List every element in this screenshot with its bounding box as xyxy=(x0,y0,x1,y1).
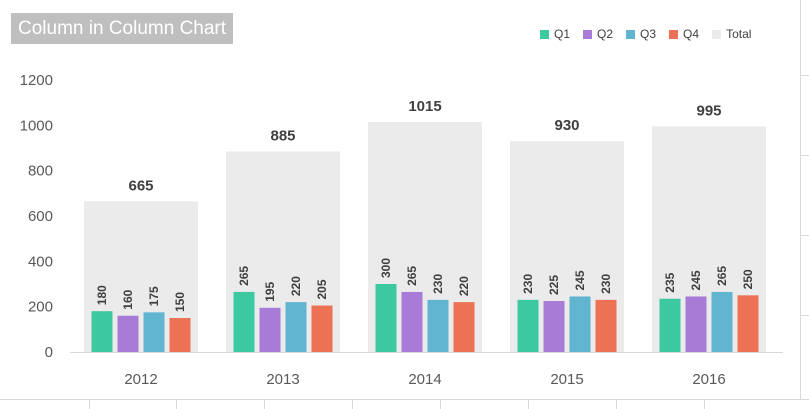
y-tick-label: 600 xyxy=(28,208,53,225)
y-tick-label: 400 xyxy=(28,253,53,270)
y-tick-label: 1000 xyxy=(20,117,53,134)
x-tick-label: 2012 xyxy=(124,371,157,388)
quarter-data-label: 300 xyxy=(379,258,393,278)
legend-item[interactable]: Q4 xyxy=(669,27,699,41)
quarter-bar[interactable] xyxy=(375,284,397,352)
quarter-bar[interactable] xyxy=(659,298,681,352)
legend-label: Total xyxy=(726,27,752,41)
quarter-data-label: 175 xyxy=(147,286,161,306)
quarter-data-label: 220 xyxy=(457,276,471,296)
legend-label: Q4 xyxy=(683,27,700,41)
quarter-bar[interactable] xyxy=(285,302,307,352)
quarter-bar[interactable] xyxy=(143,312,165,352)
quarter-bar[interactable] xyxy=(737,295,759,352)
legend-label: Q2 xyxy=(597,27,614,41)
y-tick-label: 1200 xyxy=(20,72,53,89)
x-tick-label: 2014 xyxy=(408,371,441,388)
quarter-data-label: 235 xyxy=(663,272,677,292)
total-data-label: 995 xyxy=(696,102,721,119)
legend-label: Q1 xyxy=(554,27,571,41)
quarter-bar[interactable] xyxy=(543,301,565,352)
total-data-label: 930 xyxy=(554,117,579,134)
quarter-data-label: 150 xyxy=(173,292,187,312)
chart-legend[interactable]: Q1 Q2 Q3 Q4 Total xyxy=(540,26,751,42)
quarter-bar[interactable] xyxy=(517,299,539,352)
quarter-data-label: 230 xyxy=(431,274,445,294)
quarter-bar[interactable] xyxy=(233,291,255,352)
legend-item[interactable]: Total xyxy=(712,27,751,41)
legend-swatch xyxy=(583,29,593,39)
quarter-data-label: 250 xyxy=(741,269,755,289)
y-tick-label: 200 xyxy=(28,299,53,316)
quarter-data-label: 245 xyxy=(689,270,703,290)
x-tick-label: 2013 xyxy=(266,371,299,388)
quarter-bar[interactable] xyxy=(569,296,591,352)
legend-item[interactable]: Q1 xyxy=(540,27,570,41)
legend-swatch xyxy=(669,29,679,39)
quarter-bar[interactable] xyxy=(427,299,449,352)
legend-swatch xyxy=(712,29,722,39)
quarter-bar[interactable] xyxy=(685,296,707,352)
x-tick-label: 2016 xyxy=(692,371,725,388)
quarter-bar[interactable] xyxy=(311,305,333,352)
quarter-bar[interactable] xyxy=(453,302,475,352)
total-data-label: 1015 xyxy=(408,98,441,115)
x-tick-label: 2015 xyxy=(550,371,583,388)
quarter-data-label: 205 xyxy=(315,279,329,299)
quarter-data-label: 265 xyxy=(237,266,251,286)
legend-item[interactable]: Q3 xyxy=(626,27,656,41)
quarter-bar[interactable] xyxy=(259,307,281,352)
quarter-data-label: 160 xyxy=(121,289,135,309)
quarter-bar[interactable] xyxy=(711,291,733,352)
quarter-data-label: 265 xyxy=(715,266,729,286)
legend-item[interactable]: Q2 xyxy=(583,27,613,41)
quarter-data-label: 230 xyxy=(599,274,613,294)
total-data-label: 665 xyxy=(128,177,153,194)
quarter-bar[interactable] xyxy=(117,315,139,352)
quarter-bar[interactable] xyxy=(169,318,191,352)
chart-title[interactable]: Column in Column Chart xyxy=(11,13,234,44)
quarter-data-label: 195 xyxy=(263,281,277,301)
quarter-data-label: 220 xyxy=(289,276,303,296)
quarter-data-label: 230 xyxy=(521,274,535,294)
quarter-data-label: 265 xyxy=(405,266,419,286)
quarter-data-label: 225 xyxy=(547,275,561,295)
total-data-label: 885 xyxy=(270,127,295,144)
quarter-bar[interactable] xyxy=(401,291,423,352)
legend-swatch xyxy=(626,29,636,39)
legend-swatch xyxy=(540,29,549,39)
quarter-bar[interactable] xyxy=(91,311,113,352)
y-tick-label: 800 xyxy=(28,163,53,180)
quarter-bar[interactable] xyxy=(595,299,617,352)
quarter-data-label: 245 xyxy=(573,270,587,290)
y-tick-label: 0 xyxy=(45,344,53,361)
legend-label: Q3 xyxy=(640,27,657,41)
quarter-data-label: 180 xyxy=(95,285,109,305)
